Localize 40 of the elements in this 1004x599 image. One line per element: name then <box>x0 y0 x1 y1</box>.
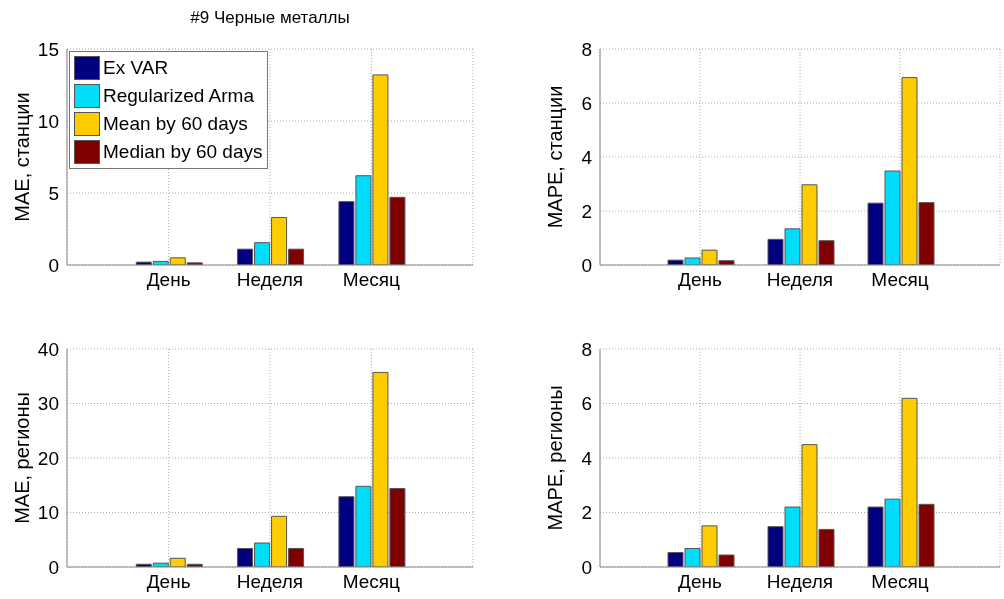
x-tick-label: День <box>678 269 723 291</box>
legend-label: Median by 60 days <box>103 141 263 163</box>
y-tick-label: 8 <box>581 338 592 360</box>
chart-title: #9 Черные металлы <box>189 8 351 28</box>
x-tick-label: Месяц <box>342 269 401 291</box>
y-tick-label: 2 <box>581 200 592 222</box>
y-tick-label: 5 <box>48 182 59 204</box>
x-tick-label: День <box>146 269 191 291</box>
y-tick-label: 6 <box>581 393 592 415</box>
x-tick-label: Неделя <box>236 571 304 593</box>
y-tick-label: 10 <box>37 110 59 132</box>
y-tick-label: 2 <box>581 502 592 524</box>
y-axis-title: MAE, станции <box>11 92 34 222</box>
x-tick-label: День <box>146 571 191 593</box>
y-tick-label: 4 <box>581 146 593 168</box>
x-tick-label: Месяц <box>871 269 929 291</box>
y-tick-label: 40 <box>37 338 59 360</box>
y-tick-label: 4 <box>581 447 593 469</box>
y-tick-label: 0 <box>48 254 59 276</box>
y-tick-label: 8 <box>581 38 592 60</box>
x-tick-label: День <box>678 571 723 593</box>
y-tick-label: 20 <box>37 447 59 469</box>
y-tick-label: 30 <box>37 393 59 415</box>
x-tick-label: Месяц <box>871 571 929 593</box>
y-axis-title: MAE, регионы <box>11 392 34 524</box>
y-axis-title: MAPE, станции <box>544 85 567 229</box>
y-tick-label: 6 <box>581 92 592 114</box>
y-axis-title: MAPE, регионы <box>544 385 567 531</box>
y-tick-label: 0 <box>48 556 59 578</box>
y-tick-label: 0 <box>581 254 592 276</box>
x-tick-label: Неделя <box>766 269 834 291</box>
legend-label: Ex VAR <box>103 57 169 79</box>
legend-label: Regularized Arma <box>103 85 255 107</box>
y-tick-label: 15 <box>37 38 59 60</box>
x-tick-label: Неделя <box>766 571 834 593</box>
y-tick-label: 10 <box>37 502 59 524</box>
legend-label: Mean by 60 days <box>103 113 248 135</box>
y-tick-label: 0 <box>581 556 592 578</box>
x-tick-label: Месяц <box>342 571 401 593</box>
x-tick-label: Неделя <box>236 269 304 291</box>
